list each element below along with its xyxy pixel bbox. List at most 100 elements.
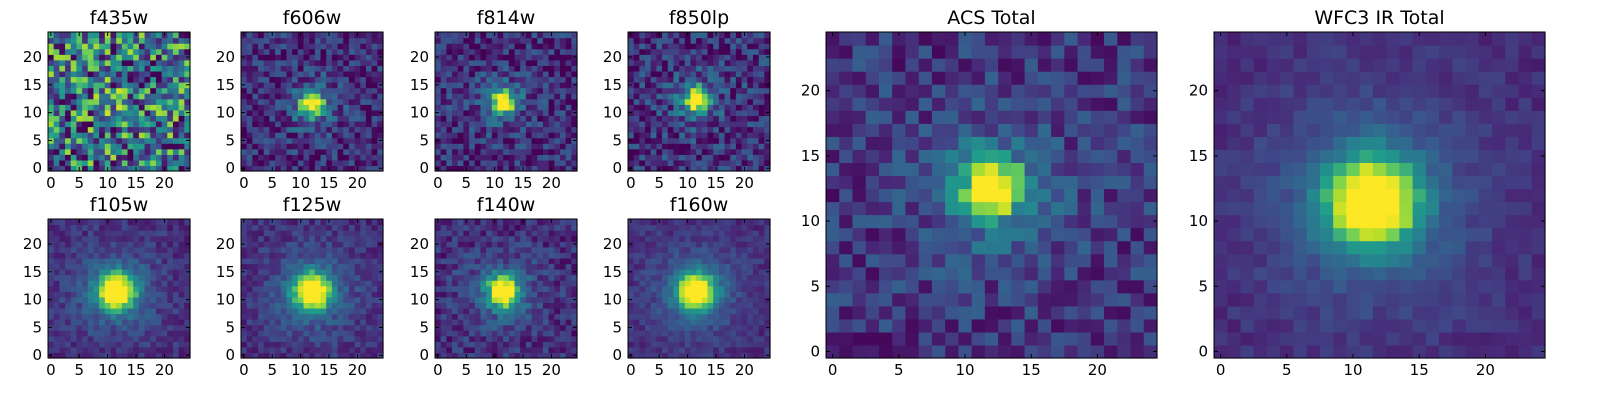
heatmap-cell xyxy=(497,104,504,111)
heatmap-cell xyxy=(343,352,350,359)
heatmap-cell xyxy=(650,115,657,122)
heatmap-cell xyxy=(548,302,555,309)
heatmap-cell xyxy=(167,263,174,270)
heatmap-cell xyxy=(571,87,578,94)
heatmap-cell xyxy=(93,65,100,72)
heatmap-cell xyxy=(371,148,378,155)
heatmap-cell xyxy=(82,224,89,231)
heatmap-cell xyxy=(752,65,760,72)
heatmap-cell xyxy=(514,241,521,248)
heatmap-cell xyxy=(133,224,140,231)
heatmap-cell xyxy=(127,98,134,105)
heatmap-cell xyxy=(701,302,709,309)
heatmap-cell xyxy=(724,104,731,111)
heatmap-cell xyxy=(377,93,384,100)
heatmap-cell xyxy=(639,159,646,167)
heatmap-cell xyxy=(172,65,180,72)
heatmap-cell xyxy=(138,37,146,44)
heatmap-cell xyxy=(690,104,697,111)
heatmap-cell xyxy=(110,346,117,354)
heatmap-cell xyxy=(155,65,163,72)
heatmap-cell xyxy=(337,252,344,259)
heatmap-cell xyxy=(292,296,299,303)
heatmap-cell xyxy=(628,330,635,337)
heatmap-cell xyxy=(571,48,578,55)
heatmap-cell xyxy=(701,65,709,72)
heatmap-cell xyxy=(548,346,555,354)
heatmap-cell xyxy=(508,65,516,72)
heatmap-cell xyxy=(331,291,339,298)
heatmap-cell xyxy=(65,313,72,320)
heatmap-cell xyxy=(645,82,652,89)
heatmap-cell xyxy=(59,93,66,100)
heatmap-cell xyxy=(503,48,510,55)
heatmap-cell xyxy=(314,87,322,94)
heatmap-cell xyxy=(99,313,106,320)
heatmap-cell xyxy=(565,319,572,326)
heatmap-cell xyxy=(747,54,754,61)
heatmap-cell xyxy=(645,324,652,331)
heatmap-cell xyxy=(241,319,248,326)
heatmap-cell xyxy=(303,241,310,248)
heatmap-cell xyxy=(172,313,180,320)
heatmap-cell xyxy=(628,126,635,133)
heatmap-cell xyxy=(679,285,686,292)
heatmap-cell xyxy=(679,70,686,78)
heatmap-cell xyxy=(320,335,327,342)
heatmap-cell xyxy=(70,159,77,167)
heatmap-cell xyxy=(241,263,248,270)
heatmap-cell xyxy=(662,307,669,315)
heatmap-cell xyxy=(70,93,77,100)
heatmap-cell xyxy=(639,154,646,161)
heatmap-cell xyxy=(99,263,106,270)
heatmap-cell xyxy=(446,137,453,144)
heatmap-cell xyxy=(718,148,726,155)
heatmap-cell xyxy=(673,104,680,111)
heatmap-cell xyxy=(275,319,282,326)
heatmap-cell xyxy=(138,65,146,72)
heatmap-cell xyxy=(252,37,259,44)
heatmap-cell xyxy=(337,241,344,248)
heatmap-cell xyxy=(127,137,134,144)
heatmap-cell xyxy=(286,143,293,150)
heatmap-cell xyxy=(320,224,327,231)
heatmap-cell xyxy=(70,154,77,161)
heatmap-cell xyxy=(127,252,134,259)
heatmap-cell xyxy=(559,269,567,276)
heatmap-cell xyxy=(696,54,703,61)
heatmap-cell xyxy=(354,154,361,161)
heatmap-cell xyxy=(531,324,538,331)
heatmap-cell xyxy=(138,291,146,298)
heatmap-cell xyxy=(82,70,89,78)
heatmap-cell xyxy=(87,70,95,78)
heatmap-cell xyxy=(446,257,453,265)
heatmap-cell xyxy=(690,302,697,309)
heatmap-cell xyxy=(730,154,737,161)
heatmap-cell xyxy=(730,104,737,111)
heatmap-cell xyxy=(554,235,561,242)
heatmap-cell xyxy=(377,252,384,259)
heatmap-cell xyxy=(747,154,754,161)
heatmap-cell xyxy=(303,346,310,354)
heatmap-cell xyxy=(184,307,191,315)
heatmap-cell xyxy=(480,319,487,326)
heatmap-cell xyxy=(286,120,293,128)
heatmap-cell xyxy=(110,82,117,89)
heatmap-cell xyxy=(690,352,697,359)
heatmap-cell xyxy=(531,126,538,133)
heatmap-cell xyxy=(690,93,697,100)
heatmap-cell xyxy=(116,235,123,242)
heatmap-cell xyxy=(309,82,316,89)
heatmap-cell xyxy=(241,65,248,72)
heatmap-cell xyxy=(292,148,299,155)
heatmap-cell xyxy=(371,115,378,122)
heatmap-cell xyxy=(486,48,493,55)
heatmap-cell xyxy=(514,104,521,111)
heatmap-cell xyxy=(286,302,293,309)
heatmap-cell xyxy=(161,143,168,150)
heatmap-cell xyxy=(520,126,527,133)
heatmap-cell xyxy=(348,324,356,331)
heatmap-cell xyxy=(718,126,726,133)
heatmap-cell xyxy=(167,76,174,83)
heatmap-cell xyxy=(497,65,504,72)
